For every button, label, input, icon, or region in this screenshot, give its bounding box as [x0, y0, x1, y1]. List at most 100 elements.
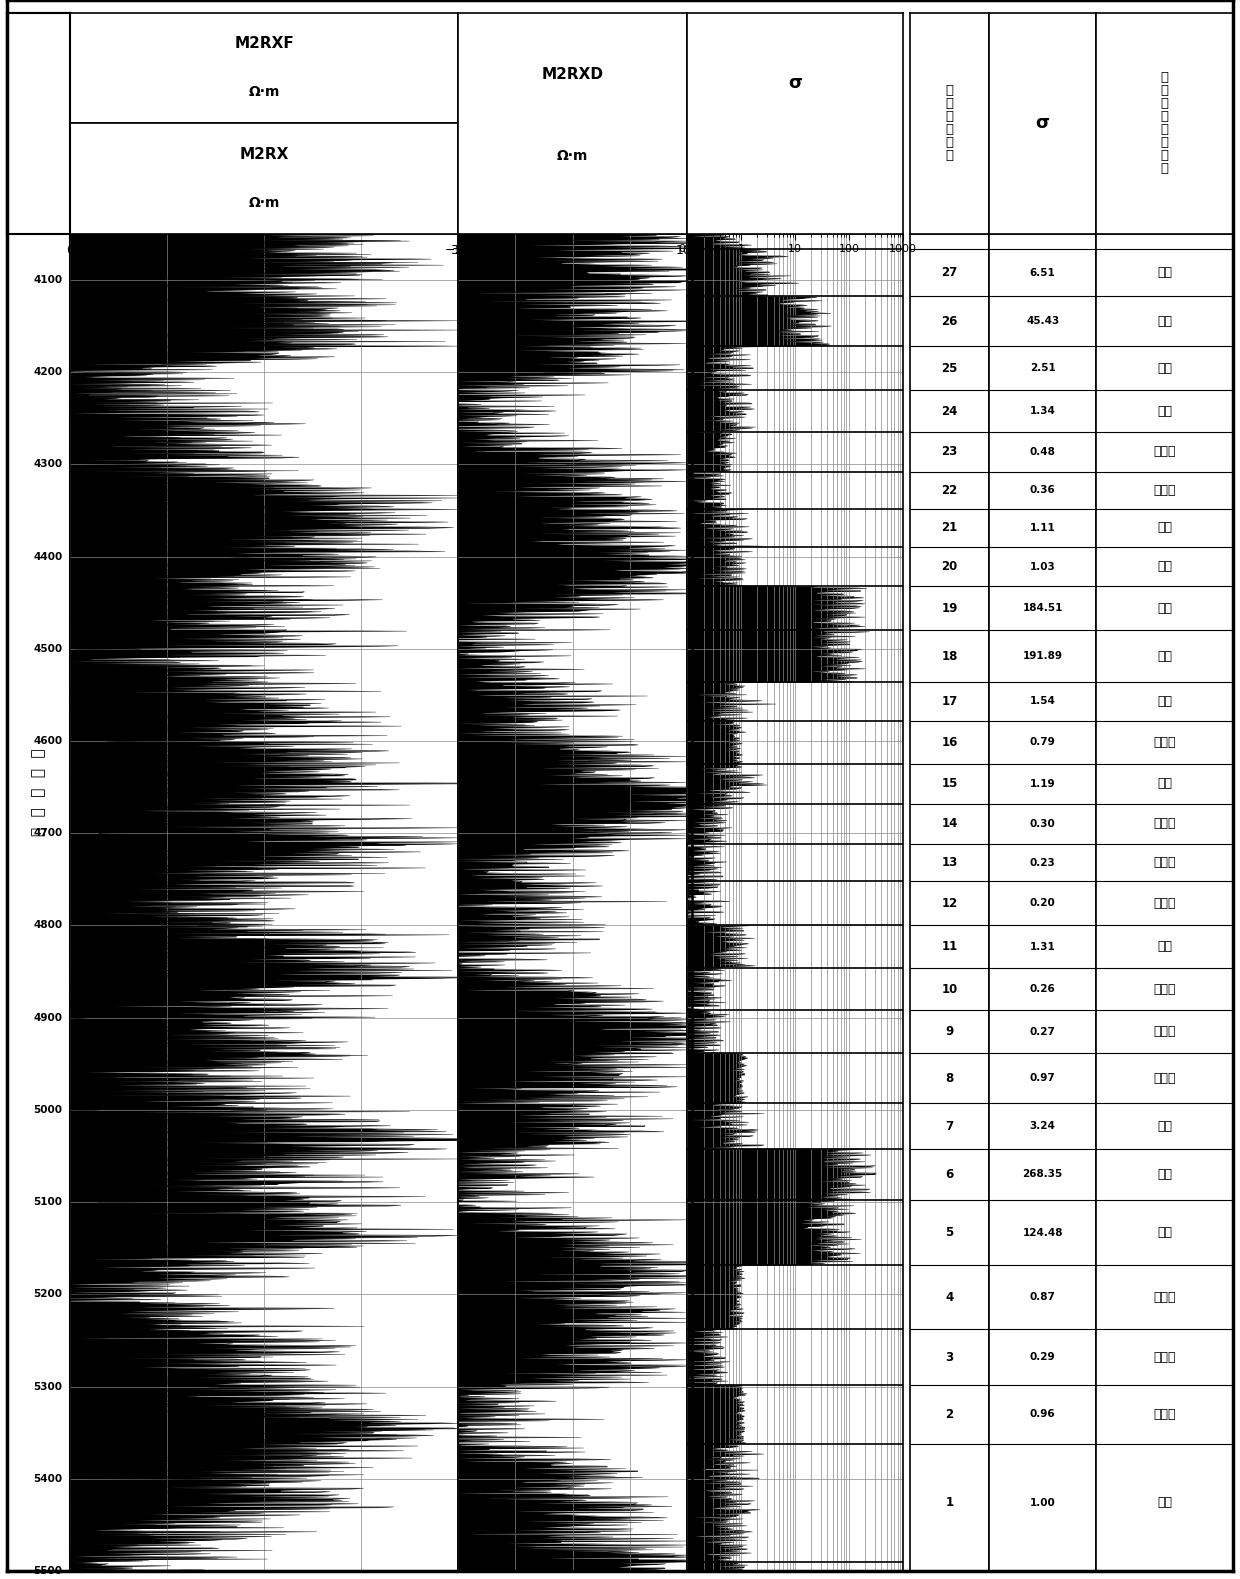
Text: 15: 15 [941, 777, 957, 791]
Text: 发育: 发育 [1157, 1497, 1172, 1510]
Text: 4100: 4100 [33, 275, 62, 284]
Text: 4300: 4300 [33, 459, 62, 469]
Text: 22: 22 [941, 483, 957, 497]
Text: 4800: 4800 [33, 921, 62, 930]
Text: 4400: 4400 [33, 551, 62, 562]
Text: 4200: 4200 [33, 366, 62, 377]
Text: 0.30: 0.30 [1029, 820, 1055, 829]
Text: 0.29: 0.29 [1030, 1352, 1055, 1363]
Text: 欠发育: 欠发育 [1153, 1408, 1176, 1421]
Text: 4600: 4600 [33, 736, 62, 745]
Text: 191.89: 191.89 [1023, 651, 1063, 662]
Text: 0.48: 0.48 [1029, 447, 1055, 456]
Text: 10: 10 [941, 982, 957, 996]
Text: 20: 20 [941, 561, 957, 573]
Text: 1.00: 1.00 [1029, 1498, 1055, 1508]
Text: 18: 18 [941, 649, 957, 663]
Text: 1.54: 1.54 [1029, 696, 1055, 706]
Text: 124.48: 124.48 [1023, 1227, 1063, 1238]
Text: 发育: 发育 [1157, 521, 1172, 534]
Text: 欠发育: 欠发育 [1153, 736, 1176, 748]
Text: 17: 17 [941, 695, 957, 707]
Text: 19: 19 [941, 602, 957, 614]
Text: 欠发育: 欠发育 [1153, 982, 1176, 996]
Text: 欠发育: 欠发育 [1153, 1290, 1176, 1304]
Text: 1.31: 1.31 [1029, 941, 1055, 952]
Text: 0.36: 0.36 [1029, 485, 1055, 496]
Text: 11: 11 [941, 940, 957, 954]
Text: 0.20: 0.20 [1029, 898, 1055, 908]
Text: 0.23: 0.23 [1029, 857, 1055, 868]
Text: 5100: 5100 [33, 1197, 62, 1208]
Text: M2RXF: M2RXF [234, 36, 294, 51]
Text: 45.43: 45.43 [1025, 316, 1059, 327]
Text: 5500: 5500 [33, 1566, 62, 1576]
Text: 1: 1 [945, 1497, 954, 1510]
Text: 21: 21 [941, 521, 957, 534]
Text: 0.97: 0.97 [1029, 1074, 1055, 1083]
Text: 0.79: 0.79 [1029, 737, 1055, 747]
Text: 发育: 发育 [1157, 561, 1172, 573]
Text: 24: 24 [941, 404, 957, 418]
Text: 0.26: 0.26 [1029, 984, 1055, 995]
Text: 发育: 发育 [1157, 602, 1172, 614]
Text: 发育: 发育 [1157, 940, 1172, 954]
Text: 13: 13 [941, 856, 957, 868]
Text: 5200: 5200 [33, 1290, 62, 1300]
Text: 23: 23 [941, 445, 957, 458]
Text: 4700: 4700 [33, 829, 62, 838]
Text: 26: 26 [941, 314, 957, 328]
Text: 发育: 发育 [1157, 649, 1172, 663]
Text: Ω·m: Ω·m [557, 150, 588, 163]
Text: Ω·m: Ω·m [248, 196, 280, 210]
Text: 1.03: 1.03 [1029, 562, 1055, 572]
Text: 1.11: 1.11 [1029, 523, 1055, 534]
Text: 0.27: 0.27 [1029, 1026, 1055, 1036]
Text: 7: 7 [945, 1120, 954, 1132]
Text: 欠发育: 欠发育 [1153, 897, 1176, 910]
Text: 2.51: 2.51 [1029, 363, 1055, 373]
Text: 发育: 发育 [1157, 1168, 1172, 1181]
Text: σ: σ [1035, 114, 1050, 133]
Text: 1.34: 1.34 [1029, 406, 1055, 417]
Text: 27: 27 [941, 267, 957, 279]
Text: 欠发育: 欠发育 [1153, 1350, 1176, 1364]
Text: 25: 25 [941, 362, 957, 374]
Text: 欠发育: 欠发育 [1153, 445, 1176, 458]
Text: 4500: 4500 [33, 644, 62, 654]
Text: 欠发育: 欠发育 [1153, 856, 1176, 868]
Text: M2RXD: M2RXD [542, 66, 604, 82]
Text: 欠发育: 欠发育 [1153, 1072, 1176, 1085]
Text: 5000: 5000 [33, 1105, 62, 1115]
Text: 4900: 4900 [33, 1012, 62, 1023]
Text: 268.35: 268.35 [1023, 1170, 1063, 1180]
Text: 8: 8 [945, 1072, 954, 1085]
Text: 欠发育: 欠发育 [1153, 483, 1176, 497]
Text: 发育: 发育 [1157, 362, 1172, 374]
Text: M2RX: M2RX [239, 147, 289, 161]
Text: 6.51: 6.51 [1029, 268, 1055, 278]
Text: 9: 9 [945, 1025, 954, 1037]
Text: 16: 16 [941, 736, 957, 748]
Text: 5400: 5400 [33, 1473, 62, 1484]
Text: σ: σ [789, 74, 802, 92]
Text: 14: 14 [941, 818, 957, 831]
Text: 发育: 发育 [1157, 1227, 1172, 1240]
Text: 压
裂
分
段
段
号: 压 裂 分 段 段 号 [945, 84, 954, 163]
Text: 发育: 发育 [1157, 777, 1172, 791]
Text: 2: 2 [945, 1408, 954, 1421]
Text: Ω·m: Ω·m [248, 85, 280, 99]
Text: 欠发育: 欠发育 [1153, 1025, 1176, 1037]
Text: 3: 3 [945, 1350, 954, 1364]
Text: 发育: 发育 [1157, 404, 1172, 418]
Text: 5300: 5300 [33, 1382, 62, 1391]
Text: 0.87: 0.87 [1029, 1292, 1055, 1303]
Text: 层
理
裂
缝
评
价
结
果: 层 理 裂 缝 评 价 结 果 [1161, 71, 1168, 175]
Text: 发育: 发育 [1157, 695, 1172, 707]
Text: 12: 12 [941, 897, 957, 910]
Text: 发育: 发育 [1157, 314, 1172, 328]
Text: 欠发育: 欠发育 [1153, 818, 1176, 831]
Text: 发育: 发育 [1157, 1120, 1172, 1132]
Text: 5: 5 [945, 1227, 954, 1240]
Text: 1.19: 1.19 [1030, 778, 1055, 790]
